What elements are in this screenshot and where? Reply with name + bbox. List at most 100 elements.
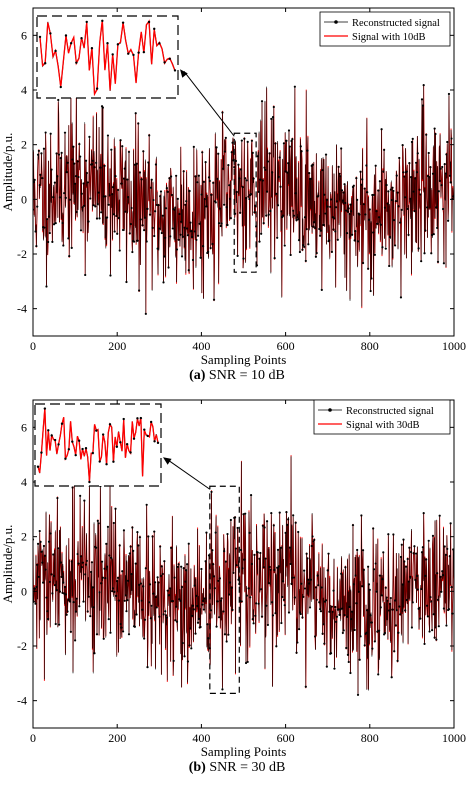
charta-data-point: [130, 206, 133, 210]
chartb-zoom-inset-point: [119, 441, 122, 444]
chartb-data-point: [178, 598, 181, 601]
chartb-data-point: [244, 661, 248, 665]
chartb-data-point: [104, 576, 107, 580]
chartb-data-point: [150, 604, 153, 607]
chartb-data-point: [233, 516, 237, 519]
charta-data-point: [110, 148, 113, 151]
chartb-data-point: [420, 587, 423, 591]
chartb-data-point: [320, 586, 323, 589]
chartb-data-point: [222, 610, 225, 613]
chartb-data-point: [293, 596, 296, 599]
chartb-data-point: [97, 522, 100, 525]
chartb-data-point: [47, 540, 51, 543]
charta-data-point: [216, 177, 219, 180]
chartb-data-point: [190, 647, 193, 650]
charta-data-point: [279, 185, 282, 188]
chartb-zoom-inset-point: [43, 407, 47, 410]
chartb-data-point: [356, 548, 359, 552]
charta-data-point: [55, 152, 58, 155]
chartb-data-point: [281, 595, 284, 599]
chartb-data-point: [361, 585, 364, 588]
chartb-data-point: [221, 688, 224, 691]
chartb-data-point: [191, 604, 195, 607]
chartb-data-point: [410, 626, 413, 629]
chartb-data-point: [353, 628, 356, 632]
chartb-data-point: [378, 574, 381, 577]
chartb-zoom-inset-point: [91, 451, 95, 455]
charta-data-point: [345, 209, 348, 212]
chartb-data-point: [340, 572, 343, 575]
chartb-data-point: [210, 490, 213, 493]
chartb-zoom-arrow-head: [163, 457, 172, 465]
chartb-x-tick-label: 1000: [442, 731, 466, 745]
charta-data-point: [68, 255, 71, 258]
charta-data-point: [276, 204, 280, 207]
charta-data-point: [91, 159, 94, 162]
chartb-data-point: [166, 589, 169, 592]
chartb-zoom-inset-point: [139, 416, 143, 420]
chartb-data-point: [374, 562, 377, 565]
charta-data-point: [280, 210, 283, 213]
chartb-data-point: [437, 625, 440, 628]
chartb-data-point: [400, 543, 403, 546]
charta-data-point: [399, 296, 403, 299]
charta-data-point: [181, 235, 184, 238]
chartb-data-point: [231, 608, 234, 612]
charta-data-point: [192, 145, 195, 148]
chartb-data-point: [436, 572, 439, 575]
chartb-data-point: [156, 576, 159, 579]
chartb-data-point: [283, 604, 286, 607]
chartb-zoom-inset-point: [101, 433, 105, 436]
chartb-data-point: [319, 607, 322, 611]
chartb-zoom-inset-point: [81, 447, 84, 451]
chartb-data-point: [296, 641, 299, 644]
charta-data-point: [141, 224, 144, 227]
charta-data-point: [93, 166, 96, 169]
charta-data-point: [445, 153, 448, 156]
charta-data-point: [275, 192, 278, 195]
charta-data-point: [203, 197, 206, 201]
chartb-y-tick-label: 4: [21, 475, 27, 489]
charta-reconstructed-markers: [33, 84, 454, 315]
charta-zoom-inset-point: [85, 20, 88, 24]
chartb-zoom-inset-point: [40, 451, 43, 454]
charta-data-point: [244, 177, 247, 180]
charta-data-point: [307, 243, 310, 246]
charta-data-point: [144, 312, 147, 315]
chartb-data-point: [325, 665, 328, 668]
chartb-data-point: [301, 616, 304, 619]
chartb-data-point: [393, 599, 397, 602]
chartb-data-point: [297, 530, 300, 534]
charta-data-point: [302, 243, 305, 247]
chartb-data-point: [209, 609, 212, 612]
charta-data-point: [250, 139, 254, 142]
chartb-data-point: [206, 623, 209, 626]
charta-data-point: [139, 218, 142, 221]
chartb-data-point: [186, 660, 190, 663]
chartb-data-point: [261, 524, 264, 527]
charta-data-point: [210, 193, 213, 196]
chartb-data-point: [54, 622, 57, 626]
charta-data-point: [438, 179, 441, 182]
charta-data-point: [297, 218, 300, 221]
charta-data-point: [400, 208, 403, 211]
chartb-zoom-inset-point: [136, 417, 139, 420]
chartb-data-point: [327, 552, 330, 555]
charta-data-point: [36, 205, 39, 208]
charta-data-point: [370, 277, 373, 280]
charta-data-point: [171, 227, 174, 230]
charta-data-point: [436, 260, 440, 263]
charta-data-point: [126, 178, 129, 181]
chartb-data-point: [372, 568, 376, 571]
chartb-data-point: [345, 646, 348, 650]
chartb-data-point: [205, 531, 208, 534]
charta-data-point: [201, 151, 204, 154]
charta-data-point: [368, 208, 371, 211]
chartb-data-point: [60, 575, 63, 579]
chartb-data-point: [139, 582, 142, 585]
chartb-data-point: [109, 631, 112, 634]
charta-data-point: [335, 206, 338, 209]
chartb-data-point: [303, 587, 307, 590]
chartb-y-axis-label: Amplitude/p.u.: [0, 525, 15, 604]
chartb-data-point: [96, 519, 99, 522]
